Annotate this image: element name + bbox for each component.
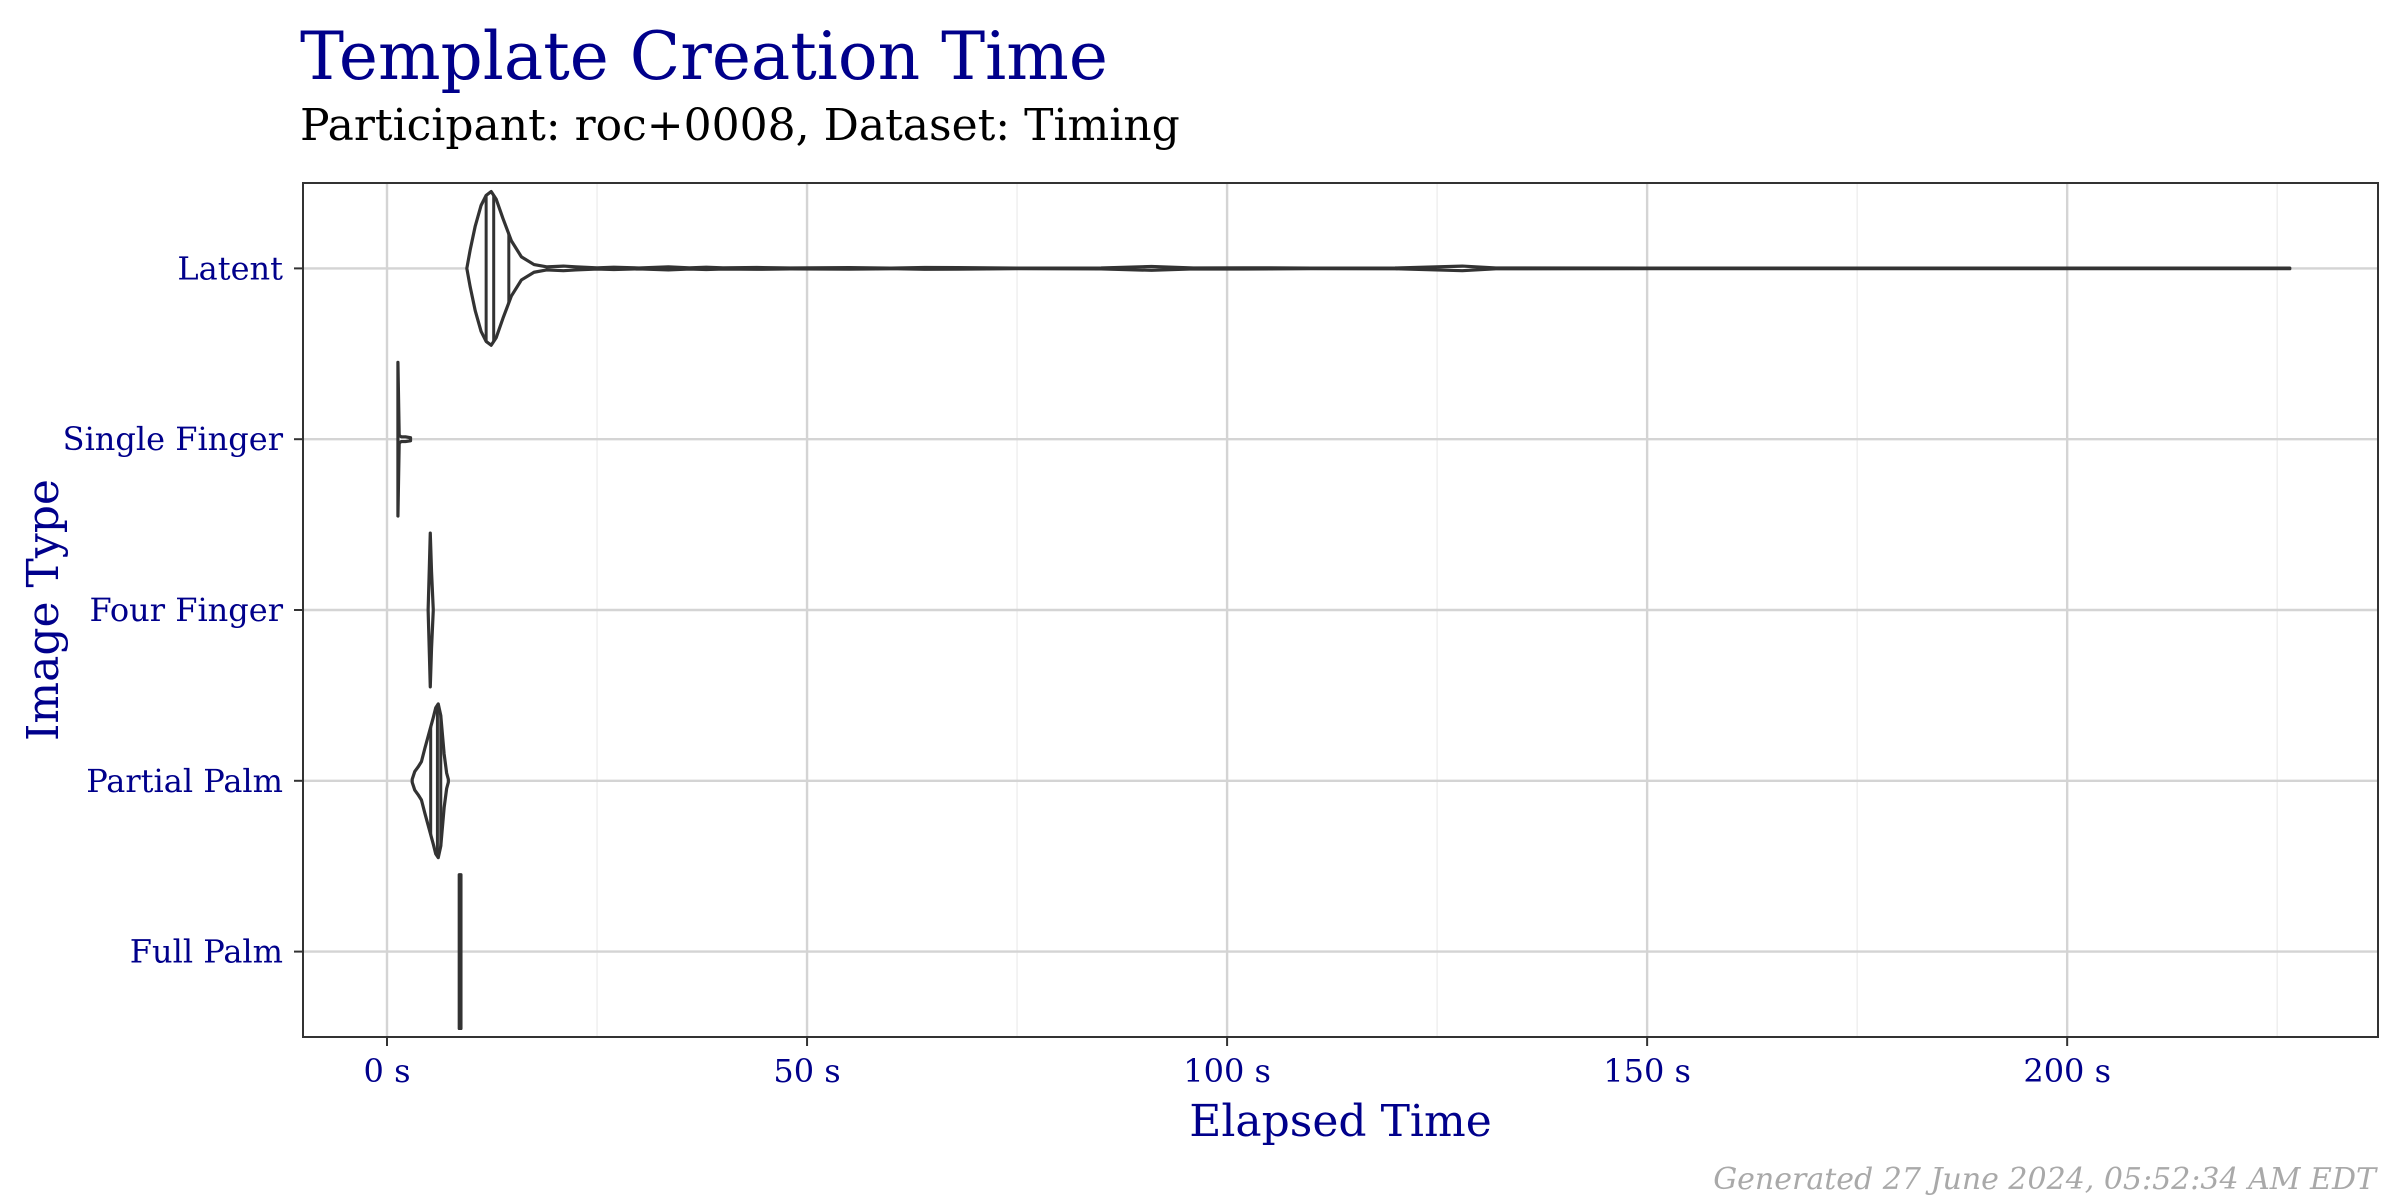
axes: 0 s 50 s 100 s 150 s 200 s Latent Single Finge…	[63, 249, 2111, 1090]
violin-four-finger	[426, 531, 435, 689]
violin-latent	[465, 189, 2292, 347]
x-tick-label: 150 s	[1603, 1052, 1691, 1090]
y-tick-label: Partial Palm	[86, 762, 283, 800]
y-tick-label: Four Finger	[89, 591, 283, 629]
grid-lines	[303, 183, 2378, 1037]
violin-single-finger	[396, 360, 413, 518]
generated-caption: Generated 27 June 2024, 05:52:34 AM EDT	[1713, 1162, 2376, 1197]
y-tick-label: Latent	[177, 249, 283, 287]
y-axis-title: Image Type	[18, 479, 69, 741]
y-tick-label: Full Palm	[130, 933, 283, 971]
y-tick-label: Single Finger	[63, 420, 284, 458]
x-tick-label: 0 s	[364, 1052, 411, 1090]
x-tick-label: 200 s	[2023, 1052, 2111, 1090]
chart-title: Template Creation Time	[300, 18, 1108, 95]
violin-layer	[396, 189, 2292, 1031]
x-tick-label: 50 s	[773, 1052, 840, 1090]
x-tick-label: 100 s	[1183, 1052, 1271, 1090]
chart-subtitle: Participant: roc+0008, Dataset: Timing	[300, 100, 1180, 151]
violin-full-palm	[457, 873, 463, 1031]
x-axis-title: Elapsed Time	[1189, 1096, 1492, 1147]
